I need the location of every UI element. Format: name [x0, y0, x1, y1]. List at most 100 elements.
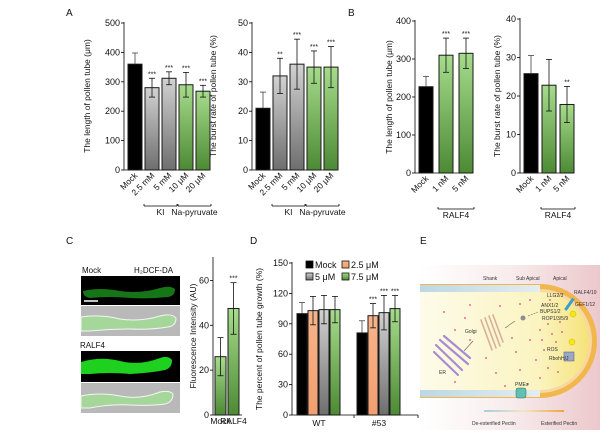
group-label: KI	[284, 207, 292, 217]
y-tick-label: 0	[115, 165, 120, 175]
golgi-label: Golgi	[465, 329, 477, 335]
pectin-vesicle-dot	[485, 357, 487, 359]
rop-protein	[568, 338, 576, 346]
legend-label: Mock	[315, 260, 337, 270]
mock-tube-fluorescence	[83, 286, 175, 299]
region-shank: Shank	[483, 276, 498, 282]
bups-label: BUPS1/2	[540, 309, 561, 315]
significance-label: ***	[229, 276, 237, 283]
y-tick-label: 10	[238, 136, 248, 146]
group-label: Na-pyruvate	[299, 207, 346, 217]
legend-swatch	[305, 260, 314, 269]
y-tick-label: 20	[506, 91, 516, 101]
mock-tube-brightfield	[80, 314, 177, 332]
y-tick-label: 0	[243, 165, 248, 175]
y-axis-label: The length of pollen tube (μm)	[82, 39, 92, 153]
legend-swatch	[341, 272, 350, 281]
x-tick-label: 5 nM	[450, 173, 470, 193]
bar	[356, 332, 368, 416]
arrow-golgi-vesicle	[504, 320, 516, 329]
region-apical: Apical	[553, 276, 567, 282]
pectin-vesicle-dot	[527, 383, 529, 385]
panel-label-e: E	[420, 236, 427, 247]
pectin-vesicle-dot	[549, 299, 551, 301]
ralf-label: RALF4/19	[574, 290, 597, 296]
significance-label: ***	[148, 71, 156, 78]
x-tick-label: Mock	[514, 173, 536, 195]
pectin-vesicle-dot	[469, 339, 471, 341]
bar	[255, 107, 271, 171]
bar	[144, 87, 160, 171]
legend-label: 2.5 μM	[351, 260, 379, 270]
significance-label: ***	[293, 32, 301, 39]
pectin-vesicles	[443, 299, 563, 387]
y-tick-label: 150	[273, 258, 288, 268]
significance-label: ***	[310, 44, 318, 51]
y-tick-label: 20	[199, 365, 209, 375]
significance-label: ***	[462, 31, 470, 38]
pectin-vesicle-dot	[499, 305, 501, 307]
anx-bups-receptor	[564, 297, 575, 311]
bar	[438, 54, 454, 174]
bar	[178, 84, 194, 171]
panel-label-c: C	[66, 236, 73, 247]
x-tick-label: 1 nM	[430, 173, 450, 193]
y-tick-label: 30	[278, 380, 288, 390]
rboh-channel	[563, 351, 575, 362]
y-axis-label: The burst rate of pollen tube (%)	[208, 35, 218, 157]
bar	[389, 308, 401, 416]
pmes-channel	[515, 387, 527, 399]
significance-label: **	[277, 51, 283, 58]
pectin-vesicle-dot	[539, 377, 541, 379]
cell-wall-shank-top	[420, 285, 540, 292]
x-tick-label: RALF4	[220, 416, 247, 426]
bar	[127, 63, 143, 171]
y-tick-label: 400	[105, 47, 120, 57]
llg-label: LLG2/3	[547, 293, 564, 299]
y-tick-label: 120	[273, 288, 288, 298]
bar	[307, 310, 319, 416]
x-tick-label: Mock	[409, 173, 431, 195]
pectin-vesicle-dot	[543, 349, 545, 351]
image-label-h2dcfda: H₂DCF-DA	[134, 266, 174, 275]
significance-label: ***	[369, 297, 377, 304]
pectin-vesicle-dot	[454, 381, 456, 383]
pectin-gradient-bar	[484, 410, 564, 412]
panel-e-diagram: Shank Sub Apical Apical ER Golgi LLG2/3 …	[420, 265, 600, 430]
y-tick-label: 0	[283, 410, 288, 420]
vesicle	[520, 315, 526, 321]
pectin-vesicle-dot	[555, 341, 557, 343]
chart-b2: 0 10 20 30 40 The burst rate of pollen tube (…	[492, 14, 576, 220]
pectin-vesicle-dot	[529, 339, 531, 341]
pectin-vesicle-dot	[547, 323, 549, 325]
group-label: Na-pyruvate	[171, 207, 218, 217]
significance-label: ***	[165, 65, 173, 72]
pectin-vesicle-dot	[495, 372, 497, 374]
y-tick-label: 300	[105, 77, 120, 87]
er-label: ER	[439, 370, 446, 376]
er-organelle	[432, 334, 472, 377]
y-tick-label: 100	[396, 130, 411, 140]
bar	[418, 86, 434, 174]
cytoplasm	[420, 292, 589, 390]
y-axis-label: The percent of pollen tube growth (%)	[254, 268, 264, 410]
pectin-vesicle-dot	[561, 331, 563, 333]
y-tick-label: 30	[238, 77, 248, 87]
ralf4-tube-brightfield	[80, 390, 174, 409]
pectin-vesicle-dot	[535, 359, 537, 361]
x-tick-label: 20 μM	[184, 170, 208, 194]
pectin-vesicle-dot	[504, 385, 506, 387]
bar	[296, 313, 308, 416]
pectin-vesicle-dot	[547, 367, 549, 369]
y-tick-label: 50	[238, 18, 248, 28]
chart-b1: 0 100 200 300 400 The length of pollen tube (…	[384, 16, 475, 220]
bar	[161, 77, 177, 171]
bar	[318, 309, 330, 416]
legend-swatch	[305, 272, 314, 281]
image-label-mock: Mock	[82, 266, 102, 275]
pectin-vesicle-dot	[469, 304, 471, 306]
y-tick-label: 0	[204, 410, 209, 420]
legend-label: 7.5 μM	[351, 272, 379, 282]
pmes-label: PMEs	[515, 382, 529, 388]
